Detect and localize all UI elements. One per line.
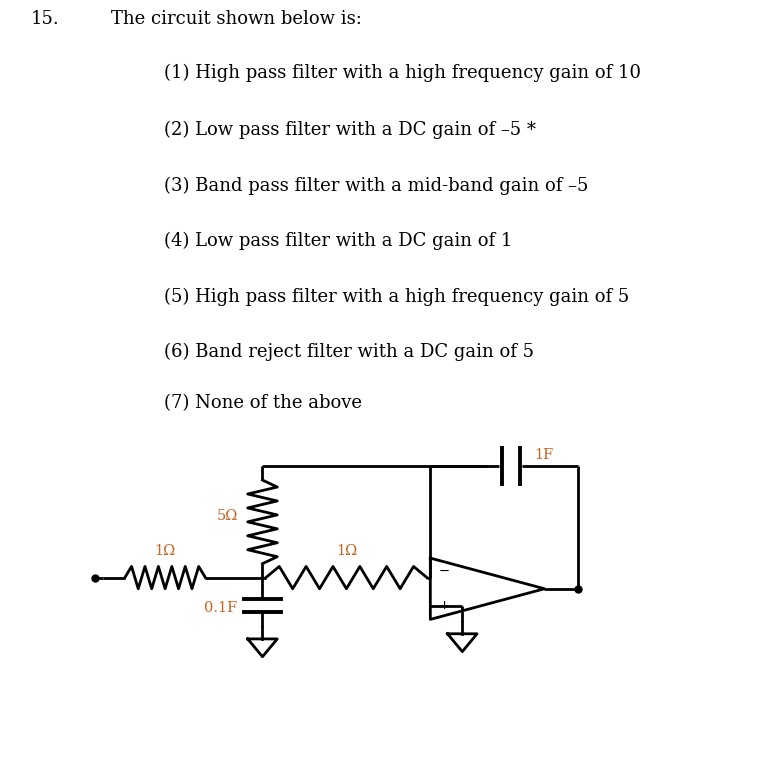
Text: (5) High pass filter with a high frequency gain of 5: (5) High pass filter with a high frequen…	[164, 287, 629, 306]
Text: The circuit shown below is:: The circuit shown below is:	[111, 10, 362, 28]
Text: 5Ω: 5Ω	[217, 509, 238, 524]
Text: +: +	[439, 600, 450, 613]
Text: (1) High pass filter with a high frequency gain of 10: (1) High pass filter with a high frequen…	[164, 64, 641, 82]
Text: −: −	[439, 565, 450, 578]
Text: 15.: 15.	[31, 10, 60, 28]
Text: 1Ω: 1Ω	[336, 544, 357, 558]
Text: (6) Band reject filter with a DC gain of 5: (6) Band reject filter with a DC gain of…	[164, 343, 534, 361]
Text: (2) Low pass filter with a DC gain of –5 *: (2) Low pass filter with a DC gain of –5…	[164, 121, 536, 139]
Text: (4) Low pass filter with a DC gain of 1: (4) Low pass filter with a DC gain of 1	[164, 232, 513, 250]
Text: 0.1F: 0.1F	[204, 601, 237, 616]
Text: 1Ω: 1Ω	[154, 544, 175, 558]
Text: 1F: 1F	[534, 448, 554, 461]
Text: (3) Band pass filter with a mid-band gain of –5: (3) Band pass filter with a mid-band gai…	[164, 176, 588, 195]
Text: (7) None of the above: (7) None of the above	[164, 394, 362, 412]
